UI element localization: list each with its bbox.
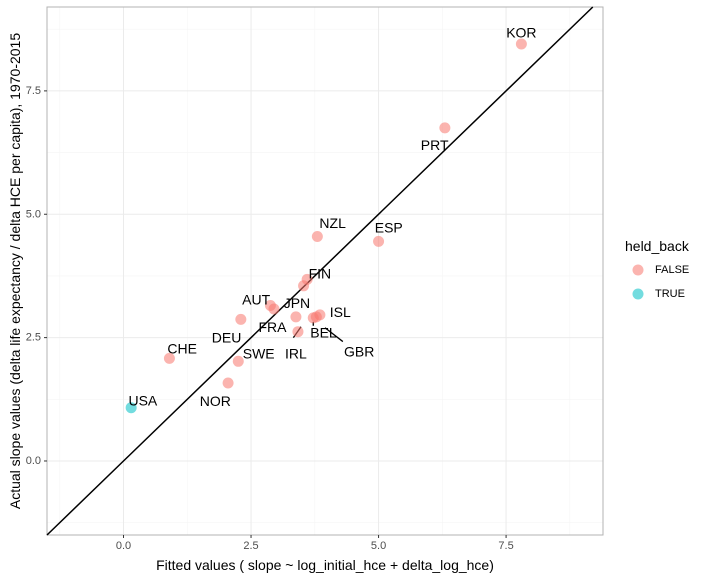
point-deu xyxy=(292,326,304,338)
major-gridlines xyxy=(47,7,603,535)
panel-border xyxy=(46,6,604,536)
point-label-isl: ISL xyxy=(330,304,351,320)
minor-gridlines xyxy=(47,7,603,535)
data-points xyxy=(125,38,527,414)
point-gbr xyxy=(310,311,322,323)
y-axis-title: Actual slope values (delta life expectan… xyxy=(7,33,23,509)
legend: held_back FALSE TRUE xyxy=(625,238,690,300)
identity-reference-line xyxy=(46,6,594,536)
x-axis-ticks: 0.0 2.5 5.0 7.5 xyxy=(116,535,514,552)
point-labels: KOR PRT ESP NZL FIN AUT JPN ISL BEL FRA DEU GBR IRL C… xyxy=(128,25,536,409)
x-tick-label: 5.0 xyxy=(371,540,386,552)
point-irl xyxy=(290,311,302,323)
point-prt xyxy=(439,122,451,134)
point-nzl xyxy=(311,230,323,242)
point-label-fra: FRA xyxy=(258,319,287,335)
point-jpn xyxy=(268,303,280,315)
point-label-prt: PRT xyxy=(421,137,449,153)
y-tick-label: 2.5 xyxy=(26,332,41,344)
point-fra xyxy=(235,313,247,325)
legend-label-false: FALSE xyxy=(655,264,689,276)
point-nor xyxy=(222,377,234,389)
point-kor xyxy=(515,38,527,50)
y-axis-ticks: 0.0 2.5 5.0 7.5 xyxy=(26,85,47,467)
y-tick-label: 5.0 xyxy=(26,208,41,220)
point-label-usa: USA xyxy=(128,392,157,408)
point-label-bel: BEL xyxy=(310,325,337,341)
point-esp xyxy=(373,235,385,247)
point-label-aut: AUT xyxy=(242,292,270,308)
point-swe xyxy=(232,355,244,367)
point-label-gbr: GBR xyxy=(344,343,374,359)
point-fin2 xyxy=(298,280,310,292)
point-label-swe: SWE xyxy=(243,345,275,361)
point-label-kor: KOR xyxy=(506,25,536,41)
x-tick-label: 2.5 xyxy=(243,540,258,552)
point-label-fin: FIN xyxy=(309,265,332,281)
x-axis-title: Fitted values ( slope ~ log_initial_hce … xyxy=(156,557,494,573)
point-label-nor: NOR xyxy=(200,393,231,409)
point-label-deu: DEU xyxy=(212,330,242,346)
x-tick-label: 0.0 xyxy=(116,540,131,552)
legend-title: held_back xyxy=(625,238,690,254)
point-label-nzl: NZL xyxy=(319,215,346,231)
point-label-esp: ESP xyxy=(375,220,403,236)
x-tick-label: 7.5 xyxy=(498,540,513,552)
y-tick-label: 7.5 xyxy=(26,85,41,97)
point-che xyxy=(163,352,175,364)
label-segment xyxy=(324,327,344,343)
point-label-irl: IRL xyxy=(285,345,307,361)
legend-key-true xyxy=(632,288,644,300)
point-label-jpn: JPN xyxy=(284,295,310,311)
legend-label-true: TRUE xyxy=(655,288,685,300)
point-label-che: CHE xyxy=(167,340,197,356)
y-tick-label: 0.0 xyxy=(26,455,41,467)
point-usa xyxy=(125,402,137,414)
legend-key-false xyxy=(632,264,644,276)
